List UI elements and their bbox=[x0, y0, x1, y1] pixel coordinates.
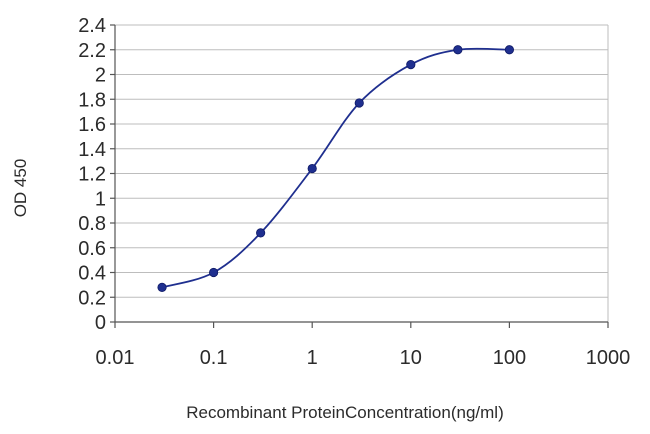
x-tick-label: 0.1 bbox=[200, 347, 228, 369]
data-point bbox=[354, 98, 364, 108]
data-point bbox=[453, 45, 463, 55]
data-point bbox=[406, 59, 416, 70]
series bbox=[157, 45, 514, 292]
series-line bbox=[161, 47, 510, 289]
x-tick-label: 1 bbox=[307, 347, 318, 369]
x-tick-labels: 0.01 0.1 1 10 100 1000 bbox=[96, 347, 631, 369]
y-axis-label: OD 450 bbox=[11, 159, 30, 218]
y-tick-label: 1.4 bbox=[78, 139, 106, 161]
y-tick-label: 1.6 bbox=[78, 114, 106, 136]
grid-lines bbox=[115, 24, 609, 322]
data-point bbox=[307, 163, 317, 174]
x-tick-label: 100 bbox=[493, 347, 526, 369]
y-tick-label: 0 bbox=[95, 312, 106, 334]
y-tick-label: 1 bbox=[95, 188, 106, 210]
y-tick-label: 1.8 bbox=[78, 89, 106, 111]
data-point bbox=[504, 45, 514, 55]
y-tick-label: 1.2 bbox=[78, 164, 106, 186]
x-axis-label: Recombinant ProteinConcentration(ng/ml) bbox=[186, 403, 504, 422]
axes bbox=[110, 24, 609, 328]
y-tick-label: 2.4 bbox=[78, 15, 106, 37]
y-tick-label: 0.6 bbox=[78, 238, 106, 260]
y-tick-label: 0.8 bbox=[78, 213, 106, 235]
x-tick-label: 1000 bbox=[586, 347, 631, 369]
data-point bbox=[209, 267, 219, 278]
y-tick-label: 2.2 bbox=[78, 40, 106, 62]
data-point bbox=[256, 228, 266, 238]
x-tick-label: 0.01 bbox=[96, 347, 135, 369]
y-tick-label: 2 bbox=[95, 65, 106, 87]
y-tick-label: 0.4 bbox=[78, 263, 106, 285]
y-tick-label: 0.2 bbox=[78, 287, 106, 309]
x-tick-label: 10 bbox=[400, 347, 422, 369]
data-point bbox=[157, 282, 167, 292]
y-tick-labels: 0 0.20.4 0.6 0.8 11.2 1.4 1.6 1.82 2.2 2.4 bbox=[78, 15, 106, 334]
